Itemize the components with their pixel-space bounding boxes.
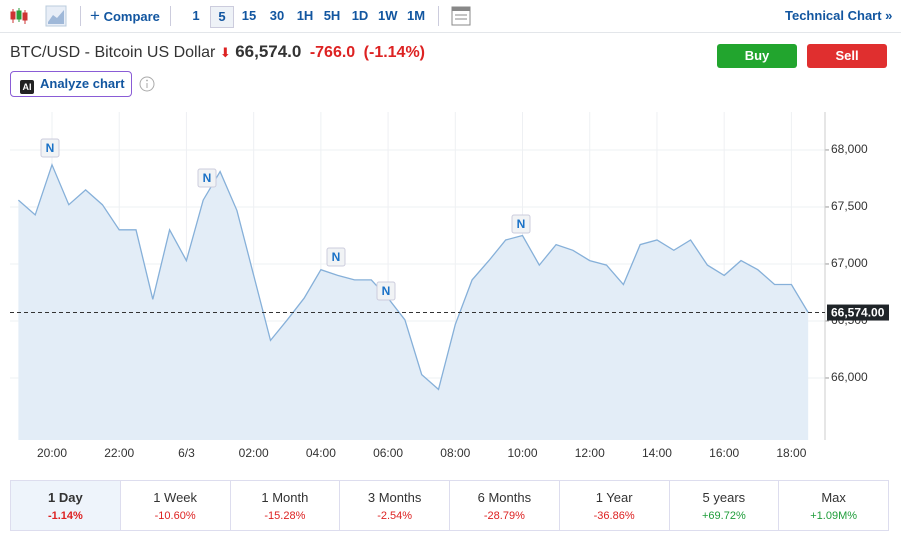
- news-marker[interactable]: [326, 247, 346, 267]
- news-marker[interactable]: [511, 214, 531, 234]
- period-change: +69.72%: [702, 510, 746, 522]
- period-tab[interactable]: 5 years +69.72%: [670, 481, 780, 530]
- x-tick-label: 08:00: [440, 446, 470, 460]
- candle-icon[interactable]: [10, 7, 28, 25]
- layout-icon[interactable]: [451, 6, 471, 26]
- period-label: 1 Day: [48, 490, 83, 505]
- compare-label: Compare: [103, 9, 160, 24]
- period-change: +1.09M%: [810, 510, 858, 522]
- info-icon[interactable]: [139, 76, 155, 92]
- period-tab[interactable]: 1 Year -36.86%: [560, 481, 670, 530]
- news-marker[interactable]: [40, 138, 60, 158]
- interval-button[interactable]: 30: [269, 8, 285, 23]
- interval-button[interactable]: 1M: [407, 8, 426, 23]
- period-label: 1 Year: [595, 490, 633, 505]
- buy-button[interactable]: Buy: [717, 44, 797, 68]
- x-tick-label: 14:00: [642, 446, 672, 460]
- period-change: -2.54%: [377, 510, 413, 522]
- separator: [170, 6, 171, 26]
- analyze-button[interactable]: AI Analyze chart: [10, 71, 132, 97]
- news-marker-label: N: [203, 171, 212, 185]
- instrument-title: BTC/USD - Bitcoin US Dollar: [10, 44, 216, 61]
- x-tick-label: 6/3: [178, 446, 195, 460]
- last-price: 66,574.0: [235, 42, 302, 61]
- area-fill: [18, 164, 809, 441]
- period-change: -28.79%: [483, 510, 525, 522]
- period-label: Max: [821, 490, 846, 505]
- price-line: [17, 162, 809, 391]
- period-tabs: 1 Day -1.14% 1 Week -10.60% 1 Month -15.28% 3 …: [10, 480, 889, 531]
- area-icon[interactable]: [45, 5, 67, 27]
- interval-button[interactable]: 1D: [351, 8, 369, 23]
- period-tab[interactable]: Max +1.09M%: [779, 481, 888, 530]
- news-marker-label: N: [46, 141, 55, 155]
- news-marker-label: N: [382, 284, 391, 298]
- technical-chart-label: Technical Chart: [785, 8, 882, 23]
- instrument-header: BTC/USD - Bitcoin US Dollar ⬇ 66,574.0 -…: [10, 42, 426, 61]
- separator: [438, 6, 439, 26]
- technical-chart-link[interactable]: Technical Chart »: [785, 8, 893, 23]
- separator: [80, 6, 81, 26]
- period-tab[interactable]: 3 Months -2.54%: [340, 481, 450, 530]
- x-tick-label: 10:00: [508, 446, 538, 460]
- period-tab[interactable]: 1 Week -10.60%: [121, 481, 231, 530]
- x-tick-label: 06:00: [373, 446, 403, 460]
- x-tick-label: 20:00: [37, 446, 67, 460]
- period-label: 5 years: [702, 490, 746, 505]
- sell-button[interactable]: Sell: [807, 44, 887, 68]
- period-change: -36.86%: [593, 510, 635, 522]
- x-tick-label: 16:00: [709, 446, 739, 460]
- compare-button[interactable]: + Compare: [90, 6, 160, 25]
- period-tab[interactable]: 1 Day -1.14%: [11, 481, 121, 530]
- last-price-label: 66,574.00: [831, 306, 885, 320]
- news-marker[interactable]: [197, 168, 217, 188]
- news-marker-label: N: [332, 250, 341, 264]
- period-label: 3 Months: [367, 490, 422, 505]
- interval-button[interactable]: 1: [192, 8, 200, 23]
- analyze-label: Analyze chart: [40, 76, 125, 91]
- toolbar: + Compare 1 5 15 30 1H 5H 1D 1W 1M Technical Cha…: [0, 0, 901, 33]
- period-label: 6 Months: [477, 490, 532, 505]
- y-tick-label: 67,500: [831, 199, 868, 213]
- interval-button[interactable]: 1H: [296, 8, 314, 23]
- period-label: 1 Month: [261, 490, 309, 505]
- x-tick-label: 04:00: [306, 446, 336, 460]
- x-tick-label: 18:00: [776, 446, 806, 460]
- period-tab[interactable]: 6 Months -28.79%: [450, 481, 560, 530]
- y-tick-label: 68,000: [831, 142, 868, 156]
- news-marker-label: N: [517, 217, 526, 231]
- interval-button[interactable]: 1W: [378, 8, 398, 23]
- price-change: -766.0: [309, 44, 356, 61]
- period-label: 1 Week: [153, 490, 198, 505]
- period-change: -10.60%: [154, 510, 196, 522]
- y-tick-label: 66,000: [831, 370, 868, 384]
- x-tick-label: 12:00: [575, 446, 605, 460]
- period-change: -1.14%: [47, 510, 83, 522]
- interval-button[interactable]: 15: [241, 8, 257, 23]
- period-tab[interactable]: 1 Month -15.28%: [231, 481, 341, 530]
- x-tick-label: 22:00: [104, 446, 134, 460]
- price-change-pct: (-1.14%): [363, 44, 426, 61]
- x-tick-label: 02:00: [239, 446, 269, 460]
- chart: 66,00066,50067,00067,50068,00020:0022:00…: [10, 112, 889, 460]
- period-change: -15.28%: [264, 510, 306, 522]
- interval-button[interactable]: 5H: [323, 8, 341, 23]
- y-tick-label: 67,000: [831, 256, 868, 270]
- interval-button[interactable]: 5: [210, 6, 234, 28]
- news-marker[interactable]: [376, 281, 396, 301]
- last-price-box: [827, 304, 889, 321]
